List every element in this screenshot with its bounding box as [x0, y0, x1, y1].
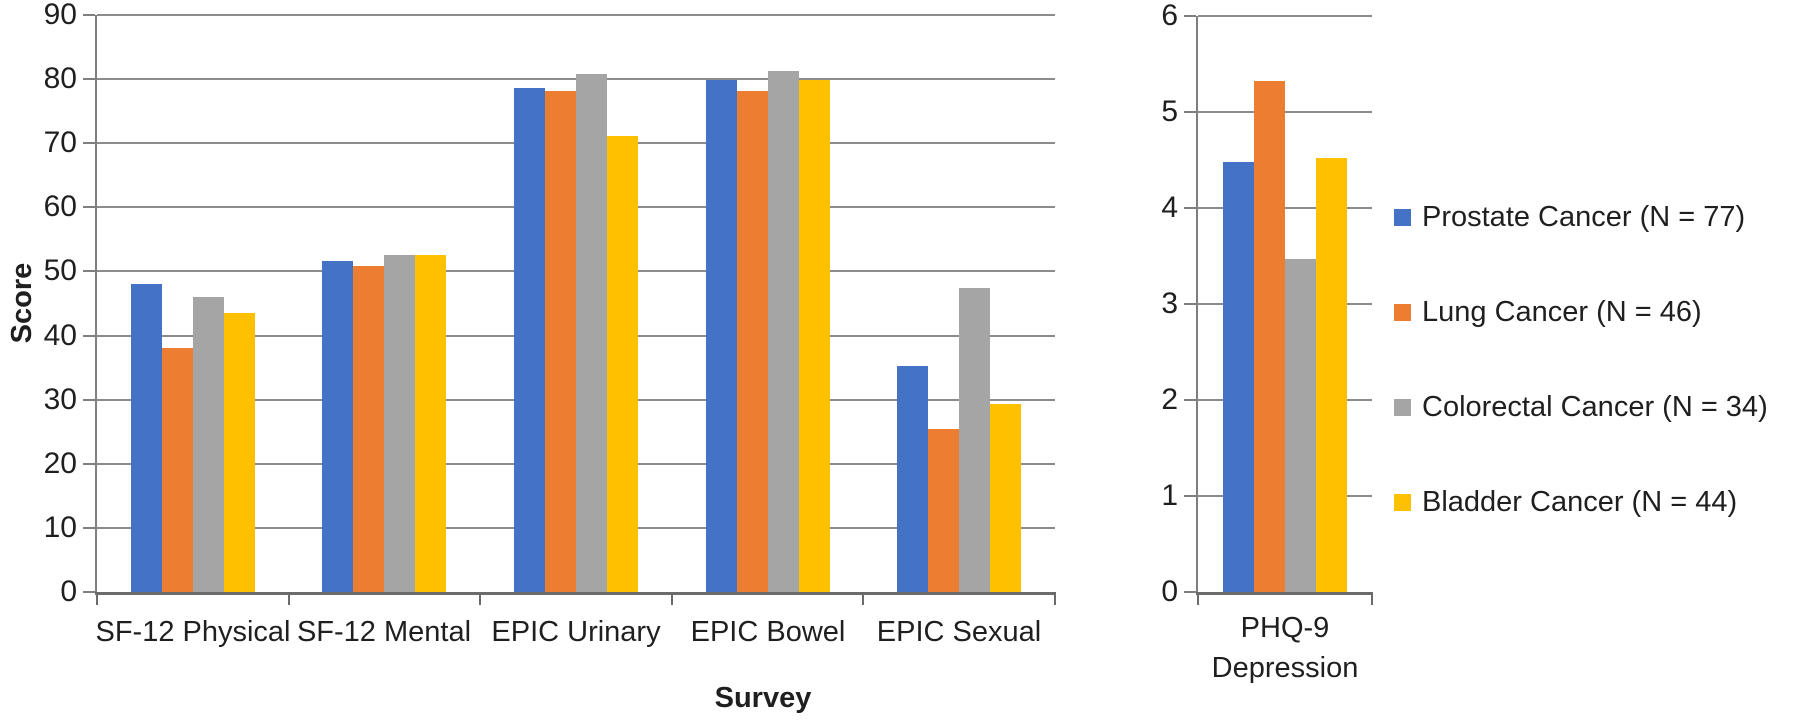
bar-bladder-phq9-depression [1316, 158, 1347, 592]
y-tick-label: 5 [1161, 95, 1178, 128]
x-tick [1054, 592, 1056, 605]
y-tick [1184, 399, 1196, 401]
legend-label: Bladder Cancer (N = 44) [1422, 485, 1738, 518]
gridline [1198, 111, 1372, 113]
x-tick-label: EPIC Urinary [491, 616, 661, 648]
x-tick-label: SF-12 Physical [95, 616, 291, 648]
bar-prostate-epic-sexual [897, 366, 928, 592]
bar-lung-epic-bowel [737, 91, 768, 592]
bar-bladder-sf12-physical [224, 313, 255, 592]
y-tick-label: 1 [1161, 479, 1178, 512]
legend-item-lung: Lung Cancer (N = 46) [1394, 292, 1702, 332]
legend-label: Colorectal Cancer (N = 34) [1422, 390, 1768, 423]
y-tick [1184, 207, 1196, 209]
x-axis-title: Survey [714, 682, 812, 714]
x-tick-label: PHQ-9 Depression [1211, 612, 1359, 684]
bar-colorectal-sf12-physical [193, 297, 224, 592]
x-axis-line [95, 592, 1055, 595]
y-tick-label: 0 [1161, 575, 1178, 608]
y-tick-label: 4 [1161, 191, 1178, 224]
y-tick-label: 0 [60, 575, 77, 608]
bar-lung-epic-sexual [928, 429, 959, 592]
y-axis-title: Score [6, 262, 38, 344]
legend-swatch-colorectal [1394, 398, 1411, 416]
y-tick-label: 6 [1161, 0, 1178, 32]
y-axis-line [95, 15, 97, 592]
y-tick-label: 20 [43, 447, 77, 480]
y-tick-label: 10 [43, 511, 77, 544]
bar-bladder-sf12-mental [415, 255, 446, 592]
y-tick [1184, 495, 1196, 497]
y-tick [83, 270, 95, 272]
bar-lung-epic-urinary [545, 91, 576, 592]
bar-colorectal-epic-bowel [768, 71, 799, 592]
bar-colorectal-sf12-mental [384, 255, 415, 592]
bar-colorectal-phq9-depression [1285, 259, 1316, 592]
gridline [1198, 207, 1372, 209]
x-tick [1197, 592, 1199, 605]
bar-prostate-epic-bowel [706, 80, 737, 592]
gridline [1198, 15, 1372, 17]
legend-item-prostate: Prostate Cancer (N = 77) [1394, 197, 1745, 237]
bar-lung-sf12-mental [353, 266, 384, 592]
y-tick [83, 14, 95, 16]
legend-label: Prostate Cancer (N = 77) [1422, 200, 1746, 233]
y-tick [1184, 15, 1196, 17]
y-tick [83, 142, 95, 144]
y-tick-label: 40 [43, 319, 77, 352]
y-tick-label: 3 [1161, 287, 1178, 320]
bar-prostate-epic-urinary [514, 88, 545, 592]
y-tick [83, 206, 95, 208]
x-tick-label: SF-12 Mental [296, 616, 472, 648]
y-tick [83, 78, 95, 80]
y-tick [1184, 111, 1196, 113]
bar-bladder-epic-urinary [607, 136, 638, 592]
legend-label: Lung Cancer (N = 46) [1422, 295, 1702, 328]
y-axis-line [1196, 16, 1198, 592]
y-tick [83, 463, 95, 465]
y-tick [83, 399, 95, 401]
y-tick-label: 60 [43, 190, 77, 223]
gridline [97, 14, 1055, 16]
y-tick [1184, 303, 1196, 305]
bar-bladder-epic-sexual [990, 404, 1021, 592]
y-tick-label: 90 [43, 0, 77, 31]
bar-prostate-sf12-mental [322, 261, 353, 592]
y-tick-label: 30 [43, 383, 77, 416]
y-tick [83, 591, 95, 593]
x-tick [96, 592, 98, 605]
x-tick-label: EPIC Bowel [690, 616, 846, 648]
legend-item-colorectal: Colorectal Cancer (N = 34) [1394, 387, 1768, 427]
x-tick [862, 592, 864, 605]
x-tick [1371, 592, 1373, 605]
bar-bladder-epic-bowel [799, 80, 830, 592]
x-tick [479, 592, 481, 605]
legend-swatch-lung [1394, 303, 1411, 321]
y-tick-label: 80 [43, 62, 77, 95]
y-tick [83, 335, 95, 337]
x-axis-line [1196, 592, 1372, 595]
bar-lung-sf12-physical [162, 348, 193, 592]
x-tick [671, 592, 673, 605]
bar-prostate-phq9-depression [1223, 162, 1254, 592]
y-tick-label: 2 [1161, 383, 1178, 416]
y-tick [83, 527, 95, 529]
legend-item-bladder: Bladder Cancer (N = 44) [1394, 482, 1737, 522]
x-tick-label: EPIC Sexual [876, 616, 1042, 648]
y-tick-label: 70 [43, 126, 77, 159]
bar-colorectal-epic-urinary [576, 74, 607, 592]
bar-colorectal-epic-sexual [959, 288, 990, 592]
bar-lung-phq9-depression [1254, 81, 1285, 592]
y-tick-label: 50 [43, 254, 77, 287]
x-tick [288, 592, 290, 605]
y-tick [1184, 591, 1196, 593]
legend-swatch-bladder [1394, 493, 1411, 511]
bar-prostate-sf12-physical [131, 284, 162, 592]
legend-swatch-prostate [1394, 208, 1411, 226]
